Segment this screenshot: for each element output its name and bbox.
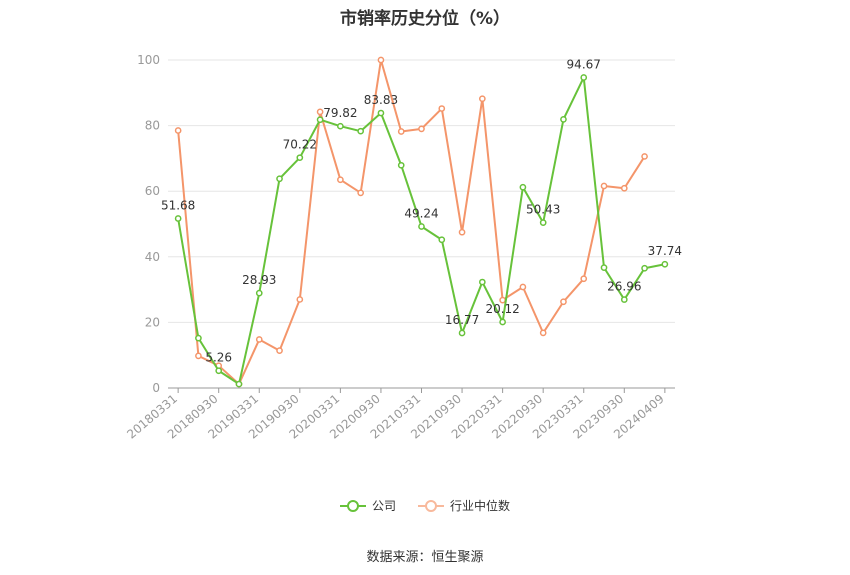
legend-label-company: 公司 xyxy=(371,499,396,513)
data-point xyxy=(255,289,263,297)
data-point xyxy=(418,125,425,133)
data-point xyxy=(600,182,608,190)
data-point xyxy=(560,298,567,306)
data-point xyxy=(620,296,628,303)
source-note: 数据来源：恒生聚源 xyxy=(366,550,484,565)
data-point xyxy=(519,283,527,291)
data-point xyxy=(337,176,344,184)
data-point xyxy=(255,336,263,343)
data-point xyxy=(195,352,202,360)
data-point xyxy=(397,161,405,169)
legend-label-industry-median: 行业中位数 xyxy=(450,499,511,513)
data-point xyxy=(438,105,446,112)
chart-title: 市销率历史分位（%） xyxy=(339,9,511,29)
data-point xyxy=(478,278,486,286)
data-point xyxy=(195,334,202,342)
data-label: 51.68 xyxy=(161,198,195,212)
data-point xyxy=(458,228,466,236)
data-label: 16.77 xyxy=(445,313,479,327)
axis-layer: 0204060801002018033120180930201903312019… xyxy=(124,53,675,442)
data-label: 50.43 xyxy=(526,203,560,217)
data-point xyxy=(316,116,324,124)
series-layer xyxy=(174,56,669,388)
y-tick-label: 40 xyxy=(145,250,160,264)
data-label: 20.12 xyxy=(485,302,519,316)
data-point xyxy=(560,116,567,123)
y-tick-label: 80 xyxy=(145,119,160,133)
data-point xyxy=(641,264,648,272)
data-point xyxy=(418,223,425,230)
data-point xyxy=(438,236,446,244)
data-point xyxy=(478,95,486,103)
data-point xyxy=(519,183,527,191)
data-point xyxy=(661,260,669,268)
data-point xyxy=(600,264,608,271)
data-point xyxy=(539,219,547,226)
y-tick-label: 60 xyxy=(145,184,160,198)
y-tick-label: 100 xyxy=(137,53,160,67)
legend: 公司 行业中位数 xyxy=(0,497,850,514)
y-tick-label: 0 xyxy=(152,381,160,395)
data-label-layer: 51.68 5.26 28.93 70.22 79.82 83.83 49.24 16.77 2… xyxy=(161,57,682,364)
data-label: 94.67 xyxy=(567,57,601,71)
data-label: 70.22 xyxy=(283,138,317,152)
y-tick-label: 20 xyxy=(145,315,160,329)
data-point xyxy=(215,367,223,375)
data-label: 49.24 xyxy=(404,206,438,220)
data-point xyxy=(316,108,324,116)
data-point xyxy=(458,329,466,337)
data-label: 83.83 xyxy=(364,93,398,107)
series-line-industry-median xyxy=(177,59,646,386)
data-point xyxy=(337,122,344,130)
data-point xyxy=(296,154,304,162)
data-label: 28.93 xyxy=(242,273,276,287)
data-point xyxy=(499,318,506,326)
data-point xyxy=(377,56,385,64)
data-point xyxy=(276,347,283,354)
data-point xyxy=(620,184,628,192)
legend-item-company[interactable]: 公司 xyxy=(339,497,396,514)
data-point xyxy=(539,329,547,337)
data-point xyxy=(580,275,588,283)
legend-item-industry-median[interactable]: 行业中位数 xyxy=(418,497,510,514)
data-point xyxy=(296,296,304,303)
legend-swatch-company xyxy=(339,499,366,513)
data-point xyxy=(276,175,283,183)
data-label: 79.82 xyxy=(323,106,357,120)
data-point xyxy=(357,127,365,135)
data-point xyxy=(357,189,365,197)
data-label: 26.96 xyxy=(607,280,641,294)
data-point xyxy=(641,153,648,160)
series-line-company xyxy=(177,76,666,386)
data-point xyxy=(580,74,588,81)
data-point xyxy=(174,127,182,134)
data-point xyxy=(377,109,385,117)
data-label: 5.26 xyxy=(205,351,232,365)
data-point xyxy=(235,380,243,388)
data-label: 37.74 xyxy=(648,244,682,258)
data-point xyxy=(397,128,405,135)
legend-swatch-industry-median xyxy=(418,499,444,513)
data-point xyxy=(174,215,182,222)
